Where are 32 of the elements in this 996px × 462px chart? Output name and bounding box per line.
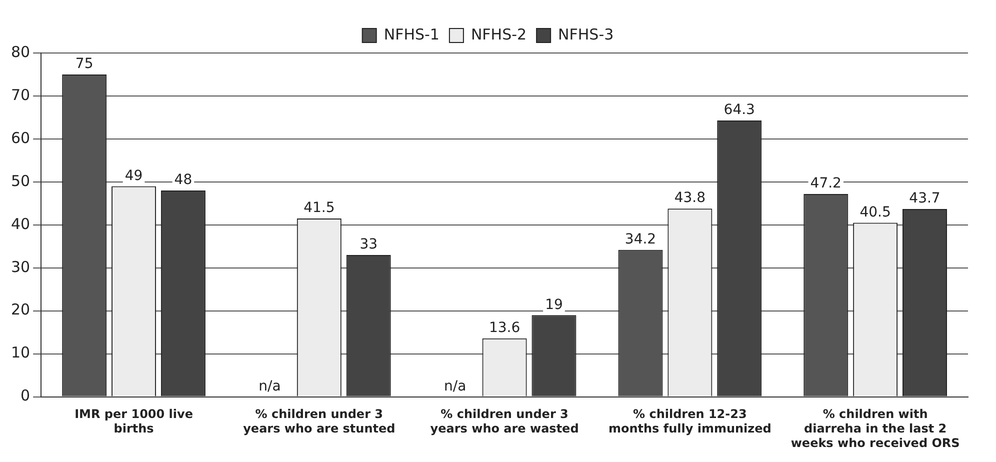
data-label: 34.2 bbox=[624, 231, 656, 248]
x-tick-label: IMR per 1000 live births bbox=[74, 407, 193, 436]
data-label: 49 bbox=[124, 168, 143, 184]
y-tick-label: 10 bbox=[10, 344, 30, 362]
data-label: 40.5 bbox=[860, 204, 891, 220]
data-label: 43.7 bbox=[909, 190, 940, 207]
y-tick-label: 30 bbox=[10, 258, 30, 276]
legend-label: NFHS-2 bbox=[470, 25, 527, 44]
x-tick-label: % children with diarreha in the last 2 weeks who received ORS bbox=[790, 407, 960, 450]
x-tick-label: % children under 3 years who are wasted bbox=[430, 407, 579, 436]
data-label: 75 bbox=[75, 56, 94, 72]
text: n/a bbox=[444, 378, 466, 394]
data-label: 41.5 bbox=[304, 200, 335, 216]
legend-label: NFHS-3 bbox=[558, 25, 614, 44]
y-tick-label: 60 bbox=[10, 128, 30, 147]
y-tick-label: 80 bbox=[10, 42, 30, 61]
data-label: 48 bbox=[174, 172, 192, 188]
text: n/a bbox=[258, 378, 281, 394]
x-tick-label: % children under 3 years who are stunted bbox=[243, 407, 396, 436]
y-tick-label: 0 bbox=[20, 386, 30, 405]
legend-label: NFHS-1 bbox=[384, 25, 440, 44]
y-tick-label: 20 bbox=[10, 300, 30, 319]
y-tick-label: 50 bbox=[10, 172, 30, 190]
x-tick-label: % children 12-23 months fully immunized bbox=[608, 407, 772, 436]
data-label: 47.2 bbox=[810, 176, 842, 192]
data-label: 43.8 bbox=[674, 190, 706, 206]
y-tick-label: 70 bbox=[10, 86, 30, 104]
y-tick-label: 40 bbox=[10, 214, 30, 233]
data-label: 19 bbox=[545, 296, 563, 313]
data-label: 13.6 bbox=[488, 320, 520, 336]
data-label: 64.3 bbox=[724, 102, 755, 118]
data-label: 33 bbox=[360, 236, 378, 253]
